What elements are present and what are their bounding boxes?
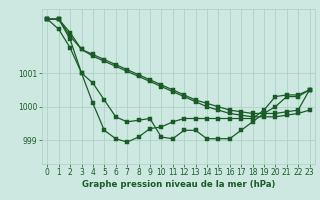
X-axis label: Graphe pression niveau de la mer (hPa): Graphe pression niveau de la mer (hPa)	[82, 180, 275, 189]
